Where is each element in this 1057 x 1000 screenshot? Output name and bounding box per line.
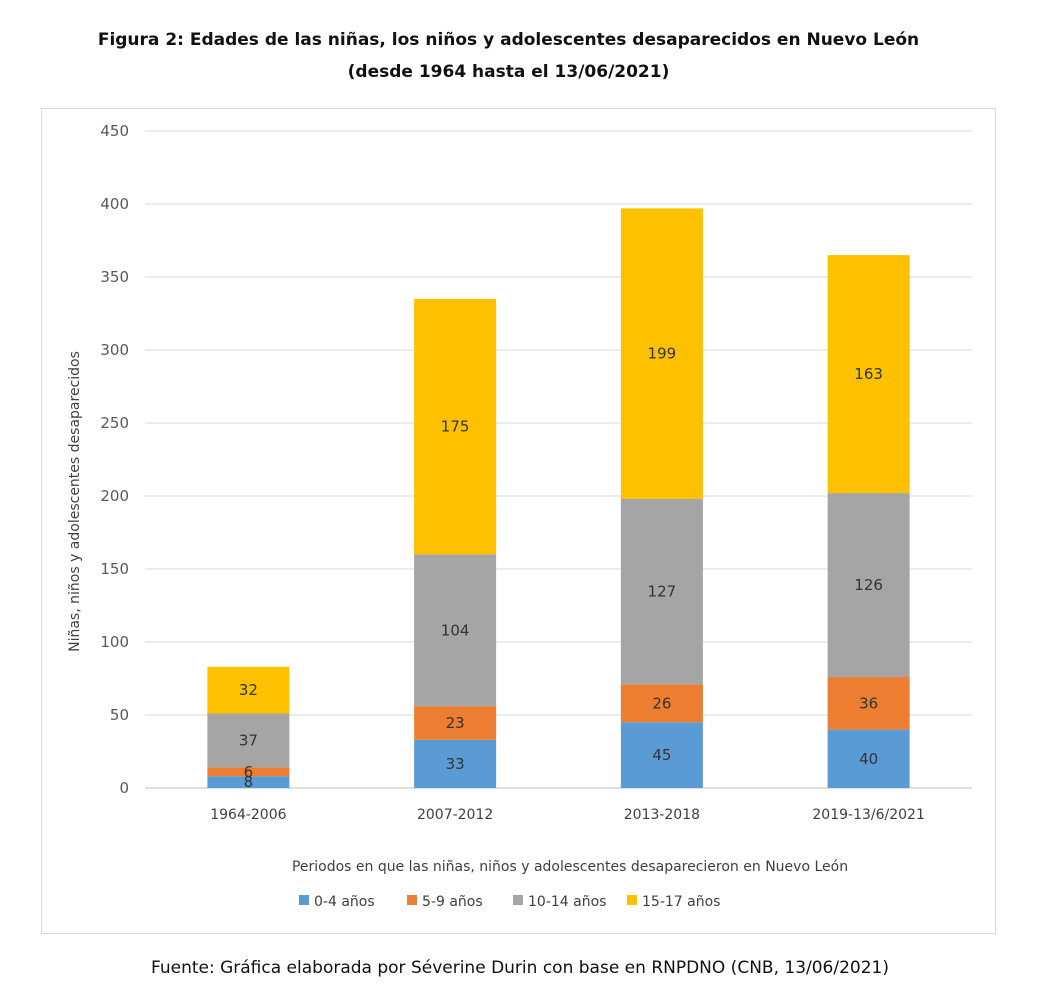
legend-swatch (513, 895, 523, 905)
legend-swatch (407, 895, 417, 905)
data-label: 33 (446, 755, 465, 773)
legend-label: 10-14 años (528, 894, 606, 910)
legend-item-0-4-a-os: 0-4 años (299, 894, 375, 910)
data-label: 26 (652, 694, 671, 712)
bar-5-9-a-os-1964-2006 (207, 767, 290, 777)
y-axis-ticks: 0 50 100 150 200 250 300 350 400 450 (100, 122, 129, 797)
bar-15-17-a-os-2019-13-6-2021 (827, 255, 910, 494)
bar-10-14-a-os-1964-2006 (207, 713, 290, 768)
y-tick-label: 400 (100, 195, 129, 213)
chart-title-line-2: (desde 1964 hasta el 13/06/2021) (347, 62, 670, 82)
x-axis-category-labels: 1964-2006 2007-2012 2013-2018 2019-13/6/202… (210, 807, 925, 823)
bar-5-9-a-os-2019-13-6-2021 (827, 677, 910, 730)
y-tick-label: 300 (100, 341, 129, 359)
data-labels: 86 37 32 33 23 104 175 45 26 127 199 40 36 126 163 (239, 345, 883, 792)
data-label: 45 (652, 746, 671, 764)
data-label: 36 (859, 694, 878, 712)
x-axis-title: Periodos en que las niñas, niños y adole… (292, 859, 848, 875)
bar-15-17-a-os-2013-2018 (620, 208, 703, 499)
legend-label: 15-17 años (642, 894, 720, 910)
data-label: 37 (239, 732, 258, 750)
data-label: 163 (854, 365, 883, 383)
data-label: 126 (854, 576, 883, 594)
y-tick-label: 450 (100, 122, 129, 140)
x-tick-label: 2013-2018 (624, 807, 700, 823)
legend-label: 0-4 años (314, 894, 375, 910)
bar-15-17-a-os-1964-2006 (207, 666, 290, 714)
y-tick-label: 200 (100, 487, 129, 505)
bar-0-4-a-os-2013-2018 (620, 722, 703, 788)
y-tick-label: 150 (100, 560, 129, 578)
data-label: 32 (239, 681, 258, 699)
legend-swatch (627, 895, 637, 905)
data-label: 175 (441, 418, 470, 436)
legend-swatch (299, 895, 309, 905)
y-axis-title: Niñas, niños y adolescentes desaparecido… (67, 351, 83, 652)
bar-10-14-a-os-2019-13-6-2021 (827, 493, 910, 678)
data-label: 104 (441, 621, 470, 639)
data-label: 40 (859, 750, 878, 768)
bar-0-4-a-os-1964-2006 (207, 776, 290, 788)
legend-label: 5-9 años (422, 894, 483, 910)
y-tick-label: 350 (100, 268, 129, 286)
data-label: 23 (446, 714, 465, 732)
data-label: 127 (648, 583, 677, 601)
bar-5-9-a-os-2013-2018 (620, 684, 703, 723)
chart-title-line-1: Figura 2: Edades de las niñas, los niños… (97, 30, 920, 50)
legend-item-15-17-a-os: 15-17 años (627, 894, 720, 910)
data-label: 8 (244, 773, 254, 791)
legend-item-5-9-a-os: 5-9 años (407, 894, 483, 910)
data-label: 6 (244, 763, 254, 781)
bar-10-14-a-os-2013-2018 (620, 498, 703, 685)
bar-5-9-a-os-2007-2012 (414, 706, 497, 740)
y-tick-label: 50 (110, 706, 129, 724)
x-tick-label: 2007-2012 (417, 807, 493, 823)
legend: 0-4 años 5-9 años 10-14 años 15-17 años (299, 894, 720, 910)
x-tick-label: 1964-2006 (210, 807, 286, 823)
data-label: 199 (648, 345, 677, 363)
bars (207, 208, 910, 788)
y-tick-label: 250 (100, 414, 129, 432)
legend-item-10-14-a-os: 10-14 años (513, 894, 606, 910)
bar-0-4-a-os-2019-13-6-2021 (827, 729, 910, 788)
bar-0-4-a-os-2007-2012 (414, 739, 497, 788)
bar-15-17-a-os-2007-2012 (414, 298, 497, 555)
x-tick-label: 2019-13/6/2021 (812, 807, 924, 823)
y-tick-label: 100 (100, 633, 129, 651)
source-note: Fuente: Gráfica elaborada por Séverine D… (150, 958, 889, 978)
y-tick-label: 0 (119, 779, 129, 797)
bar-10-14-a-os-2007-2012 (414, 554, 497, 707)
